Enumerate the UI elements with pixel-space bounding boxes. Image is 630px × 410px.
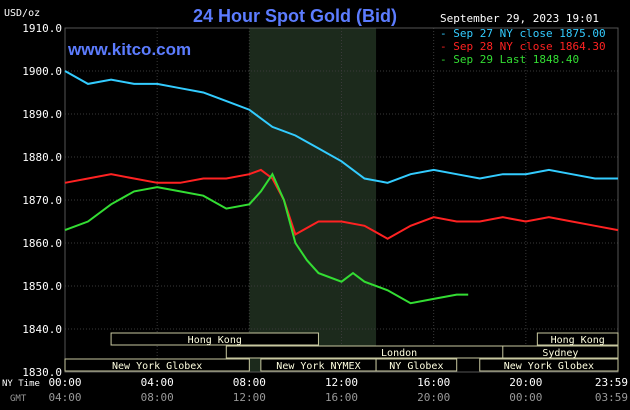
session-label: New York Globex [504, 361, 594, 372]
session-label: Sydney [542, 348, 578, 359]
session-label: Hong Kong [551, 335, 605, 346]
session-label: NY Globex [389, 361, 443, 372]
y-tick-label: 1830.0 [22, 366, 62, 379]
x-tick-gmt: 20:00 [417, 391, 450, 404]
plot-border [64, 27, 619, 373]
legend-entry-3: - Sep 29 Last 1848.40 [440, 53, 579, 66]
x-tick-ny: 00:00 [48, 376, 81, 389]
legend: - Sep 27 NY close 1875.00- Sep 28 NY clo… [440, 27, 606, 66]
x-tick-ny: 16:00 [417, 376, 450, 389]
y-tick-label: 1890.0 [22, 108, 62, 121]
x-tick-ny: 20:00 [509, 376, 542, 389]
grid-lines [64, 27, 619, 373]
y-tick-label: 1910.0 [22, 22, 62, 35]
session-label: Hong Kong [188, 335, 242, 346]
x-tick-gmt: 08:00 [141, 391, 174, 404]
x-tick-gmt: 00:00 [509, 391, 542, 404]
session-bar [375, 358, 458, 372]
series-lines [64, 70, 619, 305]
chart-title: 24 Hour Spot Gold (Bid) [193, 6, 397, 26]
session-bar [536, 332, 619, 346]
x-tick-ny: 12:00 [325, 376, 358, 389]
x-tick-ny: 23:59 [595, 376, 628, 389]
x-tick-ny: 08:00 [233, 376, 266, 389]
x-axis-gmt-label: GMT [10, 394, 27, 404]
y-tick-label: 1870.0 [22, 194, 62, 207]
series-line-3 [64, 172, 469, 305]
y-axis-ticks: 1910.0 1900.0 1890.0 1880.0 1870.0 1860.0 1850… [22, 22, 62, 379]
chart-datetime: September 29, 2023 19:01 [440, 12, 599, 25]
session-bar [502, 345, 619, 359]
session-label: New York Globex [112, 361, 202, 372]
x-axis-ny-label: NY Time [2, 379, 40, 389]
session-bar [479, 358, 619, 372]
x-axis: NY Time GMT 00:00 04:00 04:00 08:00 08:00 12:00… [2, 376, 628, 404]
trading-sessions: Hong Kong London New York Globex New York N… [64, 332, 619, 372]
y-tick-label: 1860.0 [22, 237, 62, 250]
x-tick-gmt: 03:59 [595, 391, 628, 404]
y-tick-label: 1900.0 [22, 65, 62, 78]
x-tick-gmt: 16:00 [325, 391, 358, 404]
y-axis-label: USD/oz [4, 8, 40, 19]
session-bar [110, 332, 319, 346]
series-line-1 [64, 70, 618, 184]
session-bar [64, 358, 250, 372]
y-tick-label: 1880.0 [22, 151, 62, 164]
x-tick-gmt: 04:00 [48, 391, 81, 404]
x-tick-ny: 04:00 [141, 376, 174, 389]
legend-entry-1: - Sep 27 NY close 1875.00 [440, 27, 606, 40]
session-label: New York NYMEX [276, 361, 360, 372]
legend-entry-2: - Sep 28 NY close 1864.30 [440, 40, 606, 53]
series-line-2 [64, 168, 619, 240]
ny-session-highlight [249, 28, 377, 372]
y-tick-label: 1840.0 [22, 323, 62, 336]
x-tick-gmt: 12:00 [233, 391, 266, 404]
watermark: www.kitco.com [67, 40, 191, 59]
y-tick-label: 1850.0 [22, 280, 62, 293]
session-label: London [381, 348, 417, 359]
